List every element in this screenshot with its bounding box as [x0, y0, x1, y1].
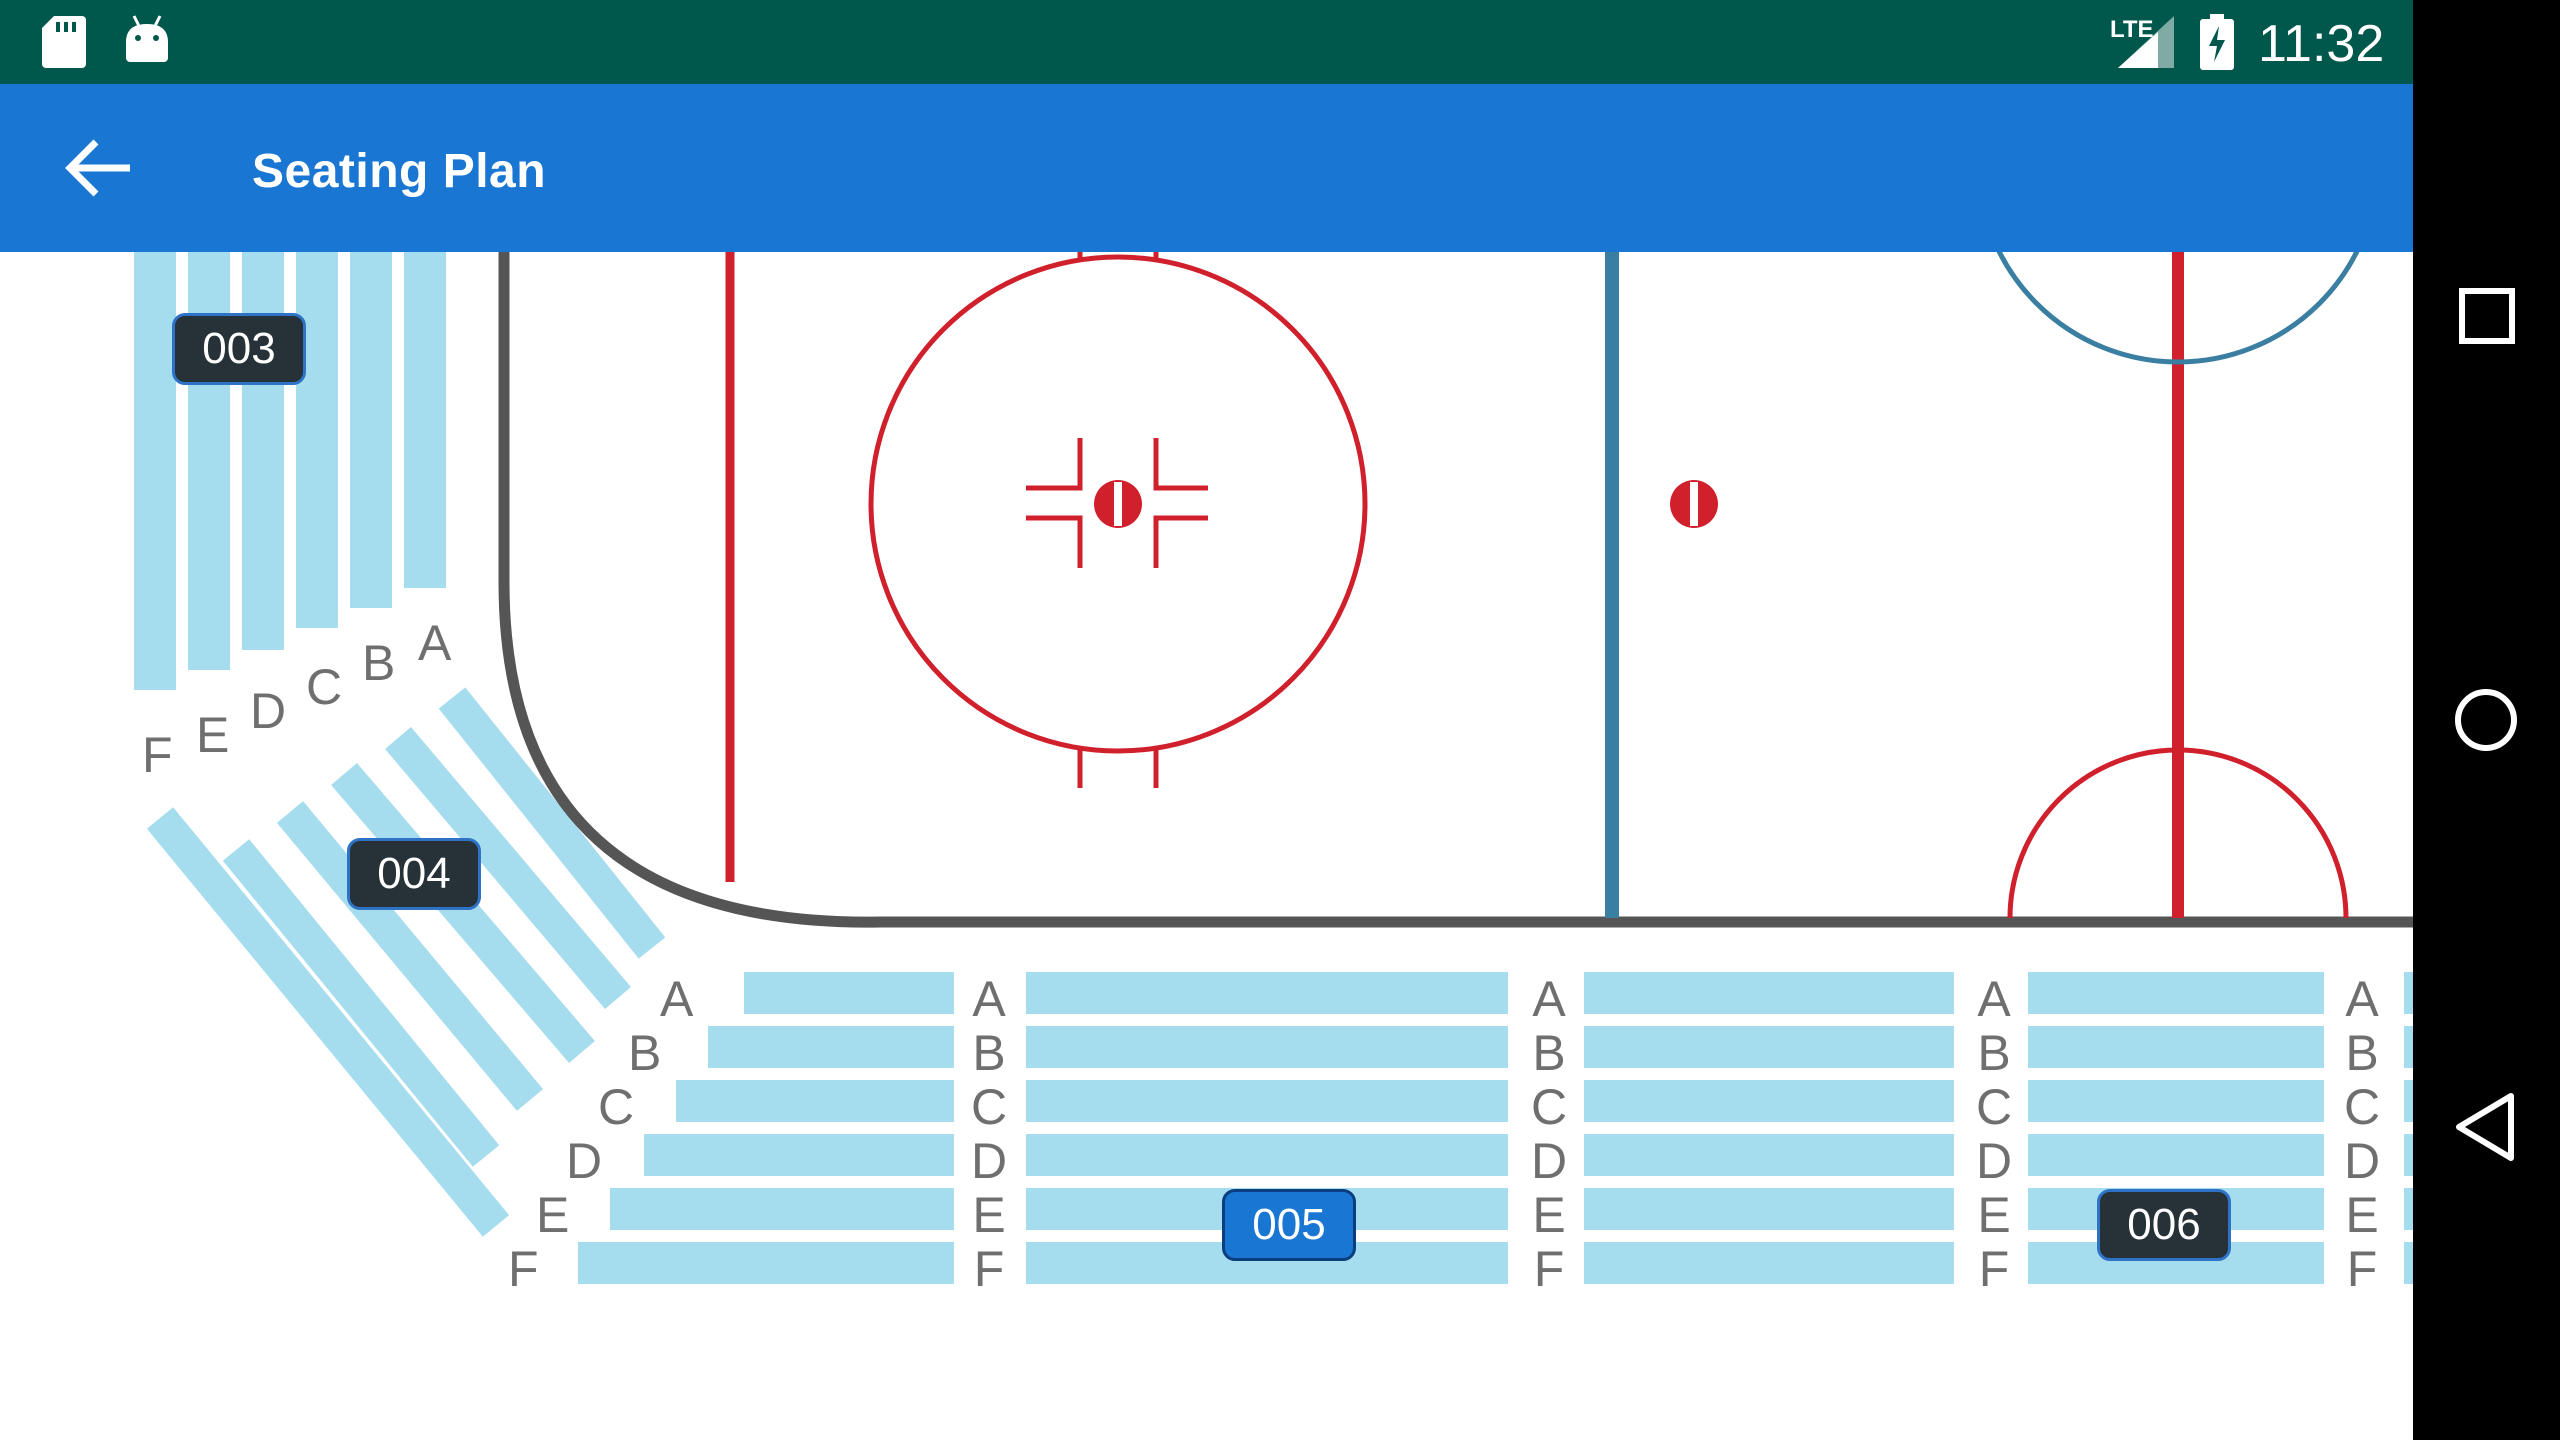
svg-text:B: B [2345, 1025, 2378, 1081]
svg-text:E: E [972, 1187, 1005, 1243]
svg-text:C: C [598, 1079, 634, 1135]
faceoff-circle [868, 252, 1368, 788]
svg-text:E: E [196, 707, 229, 763]
svg-text:D: D [566, 1133, 602, 1189]
svg-text:D: D [1976, 1133, 2012, 1189]
svg-text:F: F [2347, 1241, 2378, 1297]
svg-text:B: B [1977, 1025, 2010, 1081]
section-004-row-labels: A B C D E F [142, 615, 452, 783]
svg-text:F: F [974, 1241, 1005, 1297]
svg-text:F: F [508, 1241, 539, 1297]
svg-text:A: A [2345, 971, 2379, 1027]
svg-text:C: C [1976, 1079, 2012, 1135]
arrow-back-icon [65, 139, 130, 197]
svg-text:B: B [972, 1025, 1005, 1081]
svg-text:E: E [1532, 1187, 1565, 1243]
svg-text:C: C [971, 1079, 1007, 1135]
svg-text:A: A [418, 615, 452, 671]
svg-text:C: C [306, 659, 342, 715]
lte-signal-icon [2118, 16, 2174, 68]
section-badge-003[interactable]: 003 [172, 313, 306, 385]
svg-text:C: C [2344, 1079, 2380, 1135]
svg-text:F: F [1534, 1241, 1565, 1297]
section-badge-006[interactable]: 006 [2097, 1189, 2231, 1261]
svg-text:E: E [536, 1187, 569, 1243]
back-icon [2456, 1093, 2514, 1161]
system-back-button[interactable] [2413, 1066, 2560, 1186]
page-title: Seating Plan [252, 145, 547, 198]
seating-map[interactable]: A B C D E F [0, 252, 2413, 1440]
section-004-seat-rows [146, 687, 666, 1237]
rink-boards [498, 252, 2413, 928]
center-ice-circle [1996, 252, 2360, 365]
home-button[interactable] [2413, 660, 2560, 780]
svg-text:E: E [2345, 1187, 2378, 1243]
sd-card-icon [42, 16, 86, 68]
recent-apps-button[interactable] [2413, 255, 2560, 375]
navigation-bar [2413, 0, 2560, 1440]
svg-text:E: E [1977, 1187, 2010, 1243]
referee-crease [2007, 747, 2349, 919]
section-005-corner-row-labels: A B C D E F [508, 971, 694, 1297]
svg-text:D: D [1531, 1133, 1567, 1189]
svg-text:B: B [362, 635, 395, 691]
app-bar: Seating Plan [0, 84, 2413, 252]
svg-text:A: A [1532, 971, 1566, 1027]
android-icon [126, 15, 168, 62]
home-icon [2455, 689, 2517, 751]
section-badge-005[interactable]: 005 [1222, 1189, 1356, 1261]
svg-text:A: A [972, 971, 1006, 1027]
network-type-label: LTE [2110, 16, 2154, 43]
svg-text:B: B [1532, 1025, 1565, 1081]
status-bar: LTE 11:32 [0, 0, 2413, 84]
svg-text:B: B [628, 1025, 661, 1081]
svg-text:D: D [250, 683, 286, 739]
clock: 11:32 [2258, 15, 2385, 73]
faceoff-dot [1094, 480, 1142, 528]
rink-diagram: A B C D E F [134, 252, 2413, 1297]
svg-text:D: D [971, 1133, 1007, 1189]
svg-text:C: C [1531, 1079, 1567, 1135]
back-button[interactable] [52, 132, 146, 204]
battery-charging-icon [2200, 14, 2234, 70]
section-badge-004[interactable]: 004 [347, 838, 481, 910]
svg-text:D: D [2344, 1133, 2380, 1189]
svg-text:F: F [1979, 1241, 2010, 1297]
section-006-seat-rows [1584, 972, 2413, 1284]
recent-apps-icon [2459, 288, 2515, 344]
svg-text:F: F [142, 727, 173, 783]
svg-text:A: A [1977, 971, 2011, 1027]
svg-text:A: A [660, 971, 694, 1027]
section-005-seat-rows [578, 972, 1508, 1284]
neutral-zone-dot [1670, 480, 1718, 528]
